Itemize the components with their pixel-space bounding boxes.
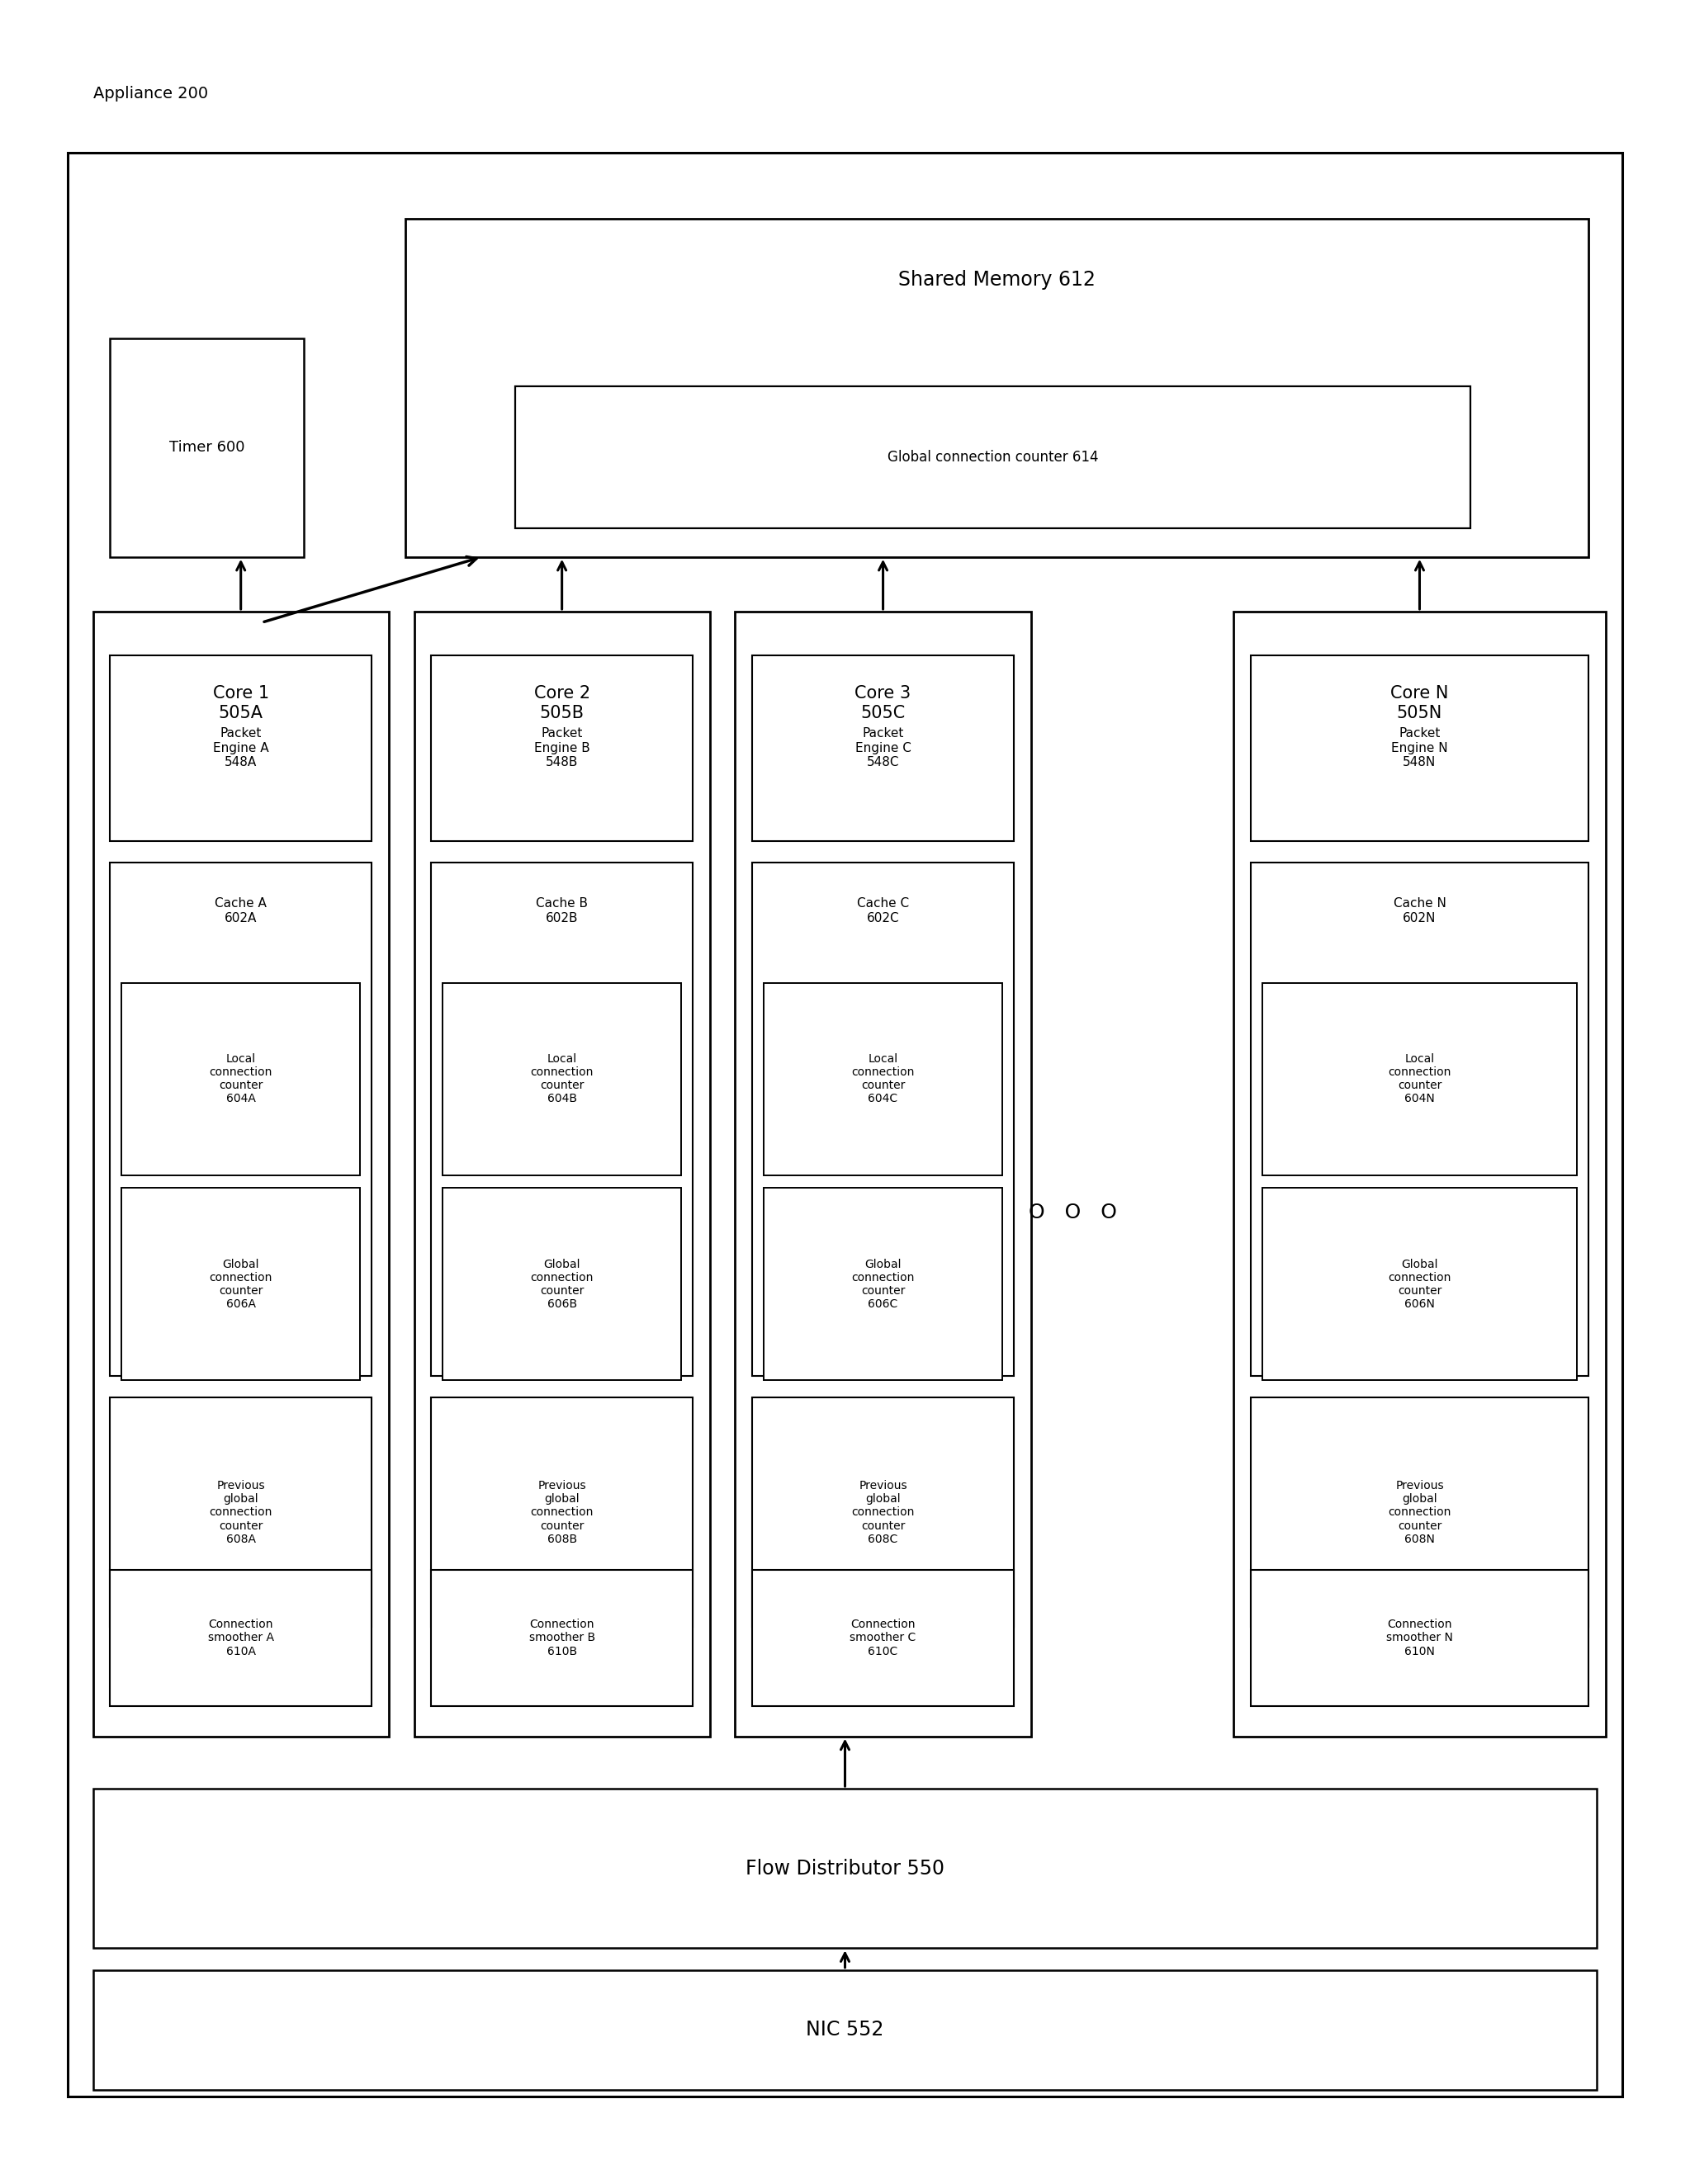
Text: Local
connection
counter
604B: Local connection counter 604B <box>531 1053 593 1105</box>
Bar <box>110 863 372 1376</box>
Text: Core 2
505B: Core 2 505B <box>534 686 590 721</box>
Text: Appliance 200: Appliance 200 <box>93 85 208 103</box>
Bar <box>431 1570 693 1706</box>
Text: Flow Distributor 550: Flow Distributor 550 <box>745 1859 945 1878</box>
Bar <box>752 655 1014 841</box>
Bar <box>406 218 1589 557</box>
Text: Core 3
505C: Core 3 505C <box>855 686 911 721</box>
Bar <box>1251 655 1589 841</box>
Bar <box>122 983 360 1175</box>
Bar <box>110 1398 372 1627</box>
Text: Global
connection
counter
606C: Global connection counter 606C <box>852 1258 914 1310</box>
Text: Cache B
602B: Cache B 602B <box>536 898 588 924</box>
Bar <box>443 983 681 1175</box>
Text: Global
connection
counter
606A: Global connection counter 606A <box>210 1258 272 1310</box>
Bar <box>752 1398 1014 1627</box>
Text: Previous
global
connection
counter
608N: Previous global connection counter 608N <box>1387 1481 1452 1544</box>
Bar <box>1262 1188 1577 1380</box>
Bar <box>93 1789 1597 1948</box>
Bar <box>752 1570 1014 1706</box>
Text: Connection
smoother N
610N: Connection smoother N 610N <box>1386 1618 1453 1658</box>
Text: Shared Memory 612: Shared Memory 612 <box>899 269 1095 290</box>
Bar <box>1251 863 1589 1376</box>
Text: Packet
Engine C
548C: Packet Engine C 548C <box>855 727 911 769</box>
Bar <box>1262 983 1577 1175</box>
Bar <box>752 863 1014 1376</box>
Text: Connection
smoother C
610C: Connection smoother C 610C <box>850 1618 916 1658</box>
Text: Cache N
602N: Cache N 602N <box>1393 898 1447 924</box>
Bar <box>1251 1570 1589 1706</box>
Text: Core N
505N: Core N 505N <box>1391 686 1448 721</box>
Bar <box>431 655 693 841</box>
Bar <box>414 612 710 1736</box>
Text: Cache A
602A: Cache A 602A <box>215 898 267 924</box>
Text: O   O   O: O O O <box>1029 1201 1117 1223</box>
Bar <box>431 1398 693 1627</box>
Text: Packet
Engine A
548A: Packet Engine A 548A <box>213 727 269 769</box>
Text: Packet
Engine B
548B: Packet Engine B 548B <box>534 727 590 769</box>
Bar <box>1251 1398 1589 1627</box>
Bar <box>110 655 372 841</box>
Bar <box>68 153 1622 2097</box>
Text: Global
connection
counter
606B: Global connection counter 606B <box>531 1258 593 1310</box>
Text: Previous
global
connection
counter
608C: Previous global connection counter 608C <box>852 1481 914 1544</box>
Text: Connection
smoother B
610B: Connection smoother B 610B <box>529 1618 595 1658</box>
Text: Timer 600: Timer 600 <box>169 441 245 454</box>
Bar <box>122 1188 360 1380</box>
Text: Local
connection
counter
604C: Local connection counter 604C <box>852 1053 914 1105</box>
Bar <box>1234 612 1606 1736</box>
Bar <box>735 612 1031 1736</box>
Bar <box>764 1188 1002 1380</box>
Text: Previous
global
connection
counter
608A: Previous global connection counter 608A <box>210 1481 272 1544</box>
Text: Connection
smoother A
610A: Connection smoother A 610A <box>208 1618 274 1658</box>
Text: Global
connection
counter
606N: Global connection counter 606N <box>1387 1258 1452 1310</box>
Bar <box>110 1570 372 1706</box>
Text: Local
connection
counter
604N: Local connection counter 604N <box>1387 1053 1452 1105</box>
Bar <box>93 612 389 1736</box>
Text: Packet
Engine N
548N: Packet Engine N 548N <box>1391 727 1448 769</box>
Text: Cache C
602C: Cache C 602C <box>857 898 909 924</box>
Bar <box>764 983 1002 1175</box>
Bar <box>431 863 693 1376</box>
Text: NIC 552: NIC 552 <box>806 2020 884 2040</box>
Text: Core 1
505A: Core 1 505A <box>213 686 269 721</box>
Bar <box>110 339 304 557</box>
Text: Global connection counter 614: Global connection counter 614 <box>887 450 1098 465</box>
Bar <box>93 1970 1597 2090</box>
Text: Local
connection
counter
604A: Local connection counter 604A <box>210 1053 272 1105</box>
Bar <box>443 1188 681 1380</box>
Text: Previous
global
connection
counter
608B: Previous global connection counter 608B <box>531 1481 593 1544</box>
Bar <box>515 387 1470 529</box>
